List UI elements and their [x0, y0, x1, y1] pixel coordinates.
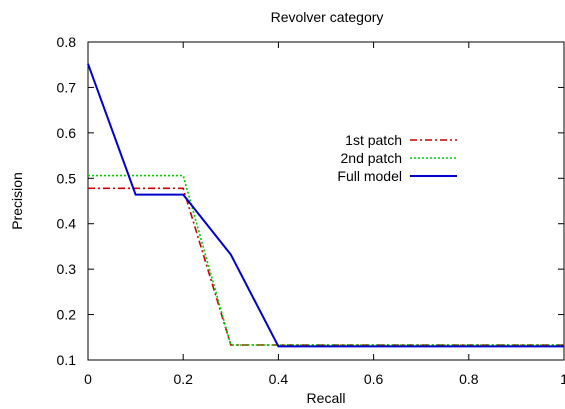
y-tick-label: 0.5	[57, 170, 77, 186]
series-line-2nd-patch	[88, 174, 564, 346]
x-tick-label: 1	[560, 371, 565, 387]
y-axis-title: Precision	[9, 172, 25, 230]
y-tick-label: 0.3	[57, 261, 77, 277]
y-tick-label: 0.4	[57, 216, 77, 232]
x-tick-label: 0.6	[364, 371, 384, 387]
legend: 1st patch 2nd patch Full model	[337, 132, 457, 184]
y-tick-label: 0.6	[57, 125, 77, 141]
chart-title: Revolver category	[271, 9, 384, 25]
series-line-1st-patch	[88, 187, 564, 346]
series-line-full-model	[87, 63, 564, 348]
axis-ticks: 0 0.2 0.4 0.6 0.8 1 0.1 0.2 0.3 0.4 0.5 0.6 0.7 0.8	[57, 34, 565, 387]
x-tick-label: 0.2	[173, 371, 193, 387]
legend-label-2nd-patch: 2nd patch	[341, 150, 403, 166]
legend-label-1st-patch: 1st patch	[345, 132, 402, 148]
x-tick-label: 0.8	[459, 371, 479, 387]
plot-area-frame	[87, 41, 565, 361]
y-tick-label: 0.7	[57, 79, 77, 95]
x-tick-label: 0.4	[269, 371, 289, 387]
x-axis-title: Recall	[307, 390, 346, 406]
legend-label-full-model: Full model	[337, 168, 402, 184]
y-tick-label: 0.1	[57, 352, 77, 368]
x-tick-label: 0	[84, 371, 92, 387]
y-tick-label: 0.2	[57, 307, 77, 323]
series-layer	[87, 63, 564, 348]
y-tick-label: 0.8	[57, 34, 77, 50]
